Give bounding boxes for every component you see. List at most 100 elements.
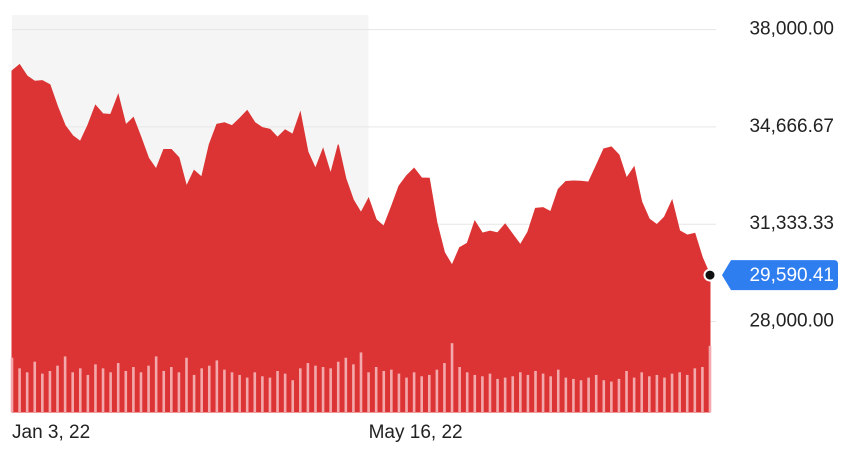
- volume-bar: [427, 374, 431, 412]
- volume-bar: [314, 365, 317, 412]
- volume-bar: [632, 377, 636, 412]
- volume-bar: [132, 367, 135, 412]
- volume-bar: [291, 380, 295, 412]
- volume-bar: [640, 372, 644, 412]
- volume-bar: [268, 377, 272, 412]
- volume-bar: [397, 373, 401, 412]
- volume-bar: [549, 376, 552, 412]
- volume-bar: [86, 374, 90, 412]
- volume-bar: [185, 357, 188, 412]
- volume-bar: [147, 365, 150, 412]
- volume-bar: [299, 368, 302, 412]
- volume-bar: [56, 365, 59, 412]
- volume-bar: [245, 377, 249, 412]
- volume-bar: [329, 368, 332, 412]
- volume-bar: [511, 376, 515, 412]
- volume-bar: [253, 372, 257, 412]
- volume-bar: [526, 374, 530, 412]
- volume-bar: [435, 369, 439, 412]
- volume-bar: [18, 368, 21, 412]
- current-marker: [703, 268, 717, 282]
- volume-bar: [359, 352, 363, 412]
- volume-bar: [321, 367, 325, 412]
- volume-bar: [458, 367, 461, 412]
- volume-bar: [693, 368, 697, 412]
- volume-bar: [655, 374, 659, 412]
- volume-bar: [473, 374, 477, 412]
- volume-bar: [109, 372, 112, 412]
- x-tick-label: Jan 3, 22: [12, 422, 90, 443]
- volume-bar: [192, 374, 196, 412]
- volume-bar: [261, 376, 264, 412]
- volume-bar: [374, 367, 378, 412]
- volume-bar: [708, 345, 712, 412]
- volume-bar: [564, 377, 568, 412]
- volume-bar: [139, 372, 143, 412]
- volume-bar: [465, 372, 469, 412]
- volume-bar: [344, 357, 348, 412]
- volume-bar: [276, 370, 279, 412]
- y-tick-label: 38,000.00: [749, 19, 834, 40]
- volume-bar: [336, 361, 340, 412]
- volume-bar: [450, 343, 454, 412]
- volume-bar: [594, 374, 598, 412]
- volume-bar: [519, 372, 522, 412]
- volume-bar: [230, 372, 234, 412]
- volume-bar: [443, 363, 446, 412]
- volume-bar: [170, 367, 173, 412]
- volume-bar: [101, 368, 105, 412]
- volume-bar: [390, 369, 393, 412]
- volume-bar: [481, 376, 484, 412]
- volume-bar: [177, 372, 181, 412]
- volume-bar: [541, 373, 545, 412]
- price-area: [11, 63, 711, 413]
- volume-bar: [48, 370, 52, 412]
- volume-bar: [587, 377, 590, 412]
- volume-bar: [405, 377, 408, 412]
- volume-bar: [602, 380, 606, 412]
- volume-bar: [33, 361, 37, 412]
- volume-bar: [648, 376, 651, 412]
- x-tick-label: May 16, 22: [369, 422, 463, 443]
- y-tick-label: 31,333.33: [749, 213, 834, 234]
- volume-bar: [610, 381, 613, 412]
- volume-bar: [420, 376, 423, 412]
- volume-bar: [207, 365, 211, 412]
- volume-bar: [412, 372, 416, 412]
- volume-bar: [10, 357, 14, 412]
- volume-bar: [162, 370, 166, 412]
- volume-bar: [41, 373, 44, 412]
- volume-bar: [306, 363, 310, 412]
- volume-bar: [116, 363, 120, 412]
- volume-bar: [488, 373, 492, 412]
- volume-bar: [678, 372, 681, 412]
- volume-bar: [534, 370, 537, 412]
- volume-bar: [71, 372, 74, 412]
- volume-bar: [78, 368, 82, 412]
- volume-bar: [25, 372, 29, 412]
- volume-bar: [579, 380, 583, 412]
- volume-bar: [685, 374, 689, 412]
- y-tick-label: 28,000.00: [749, 311, 834, 332]
- volume-bar: [382, 370, 386, 412]
- volume-bar: [223, 369, 226, 412]
- y-tick-label: 34,666.67: [749, 116, 834, 137]
- volume-bar: [496, 378, 499, 412]
- volume-bar: [283, 373, 287, 412]
- volume-bar: [663, 377, 666, 412]
- current-tag: [722, 260, 838, 291]
- volume-bar: [124, 370, 128, 412]
- volume-bar: [572, 378, 575, 412]
- volume-bar: [215, 360, 219, 412]
- volume-bar: [701, 367, 704, 412]
- volume-bar: [63, 356, 67, 412]
- volume-bar: [238, 374, 241, 412]
- volume-bar: [154, 356, 158, 412]
- volume-bar: [670, 373, 674, 412]
- volume-bar: [625, 370, 628, 412]
- volume-bar: [556, 369, 560, 412]
- volume-bar: [503, 377, 507, 412]
- current-label: 29,590.41: [749, 265, 834, 286]
- volume-bar: [94, 364, 97, 412]
